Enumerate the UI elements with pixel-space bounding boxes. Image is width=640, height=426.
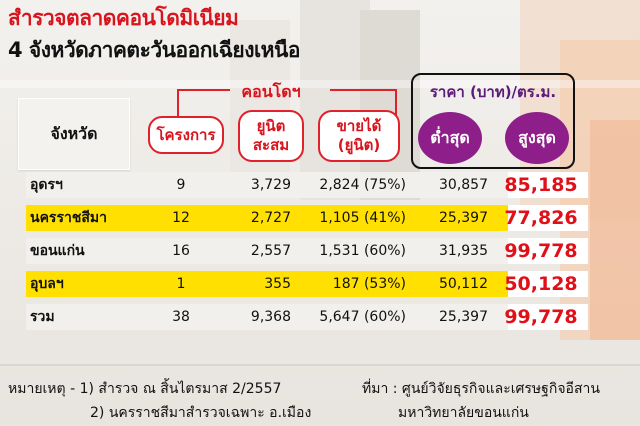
header-sold-units: ขายได้ (ยูนิต)	[318, 110, 400, 162]
header-price-group: ราคา (บาท)/ตร.ม.	[429, 83, 557, 101]
projects-cell: 1	[176, 276, 186, 292]
header-units-line1: ยูนิต	[256, 117, 286, 135]
units-cell: 3,729	[250, 177, 291, 193]
min-price-cell: 25,397	[439, 210, 488, 226]
header-max-price: สูงสุด	[505, 112, 569, 164]
header-sold-line2: (ยูนิต)	[337, 136, 381, 154]
units-cell: 355	[264, 276, 291, 292]
table-row: ขอนแก่น 16 2,557 1,531 (60%) 31,935 99,778	[26, 238, 588, 264]
table-row: นครราชสีมา 12 2,727 1,105 (41%) 25,397 77,826	[26, 205, 588, 231]
footnote-2: 2) นครราชสีมาสำรวจเฉพาะ อ.เมือง	[90, 405, 312, 421]
sold-cell: 2,824 (75%)	[319, 177, 406, 193]
max-price-cell: 50,128	[504, 273, 578, 295]
max-price-cell: 99,778	[504, 306, 578, 328]
units-cell: 2,727	[250, 210, 291, 226]
footnote-1: หมายเหตุ - 1) สำรวจ ณ สิ้นไตรมาส 2/2557	[8, 381, 282, 397]
header-min-price: ต่ำสุด	[418, 112, 482, 164]
source-line-2: มหาวิทยาลัยขอนแก่น	[398, 405, 529, 421]
sold-cell: 1,105 (41%)	[319, 210, 406, 226]
province-cell: อุดรฯ	[30, 177, 63, 193]
province-cell: นครราชสีมา	[30, 210, 107, 226]
max-price-cell: 99,778	[504, 240, 578, 262]
header-units-cumulative: ยูนิต สะสม	[238, 110, 304, 162]
min-price-cell: 25,397	[439, 309, 488, 325]
max-price-cell-bg	[508, 238, 588, 264]
min-price-cell: 50,112	[439, 276, 488, 292]
table-row: รวม 38 9,368 5,647 (60%) 25,397 99,778	[26, 304, 588, 330]
condo-bracket	[177, 89, 397, 118]
source-line-1: ที่มา : ศูนย์วิจัยธุรกิจและเศรษฐกิจอีสาน	[362, 381, 600, 397]
sold-cell: 187 (53%)	[332, 276, 406, 292]
price-group-box	[411, 73, 575, 169]
sold-cell: 1,531 (60%)	[319, 243, 406, 259]
header-projects: โครงการ	[148, 116, 224, 154]
max-price-cell-bg	[508, 271, 588, 297]
page-title: สำรวจตลาดคอนโดมิเนียม	[8, 6, 239, 30]
max-price-cell-bg	[508, 172, 588, 198]
projects-cell: 38	[172, 309, 190, 325]
header-province: จังหวัด	[18, 98, 130, 170]
header-projects-label: โครงการ	[156, 125, 216, 144]
province-cell: อุบลฯ	[30, 276, 64, 292]
max-price-cell: 77,826	[504, 207, 578, 229]
max-price-cell-bg	[508, 205, 588, 231]
page-subtitle: 4 จังหวัดภาคตะวันออกเฉียงเหนือ	[8, 38, 300, 62]
province-cell: รวม	[30, 309, 55, 325]
min-price-cell: 30,857	[439, 177, 488, 193]
max-price-cell-bg	[508, 304, 588, 330]
header-condo-group: คอนโดฯ	[241, 82, 301, 101]
min-price-cell: 31,935	[439, 243, 488, 259]
units-cell: 2,557	[250, 243, 291, 259]
projects-cell: 16	[172, 243, 190, 259]
table-row: อุบลฯ 1 355 187 (53%) 50,112 50,128	[26, 271, 588, 297]
projects-cell: 9	[176, 177, 186, 193]
projects-cell: 12	[172, 210, 190, 226]
header-units-line2: สะสม	[252, 136, 290, 154]
sold-cell: 5,647 (60%)	[319, 309, 406, 325]
units-cell: 9,368	[250, 309, 291, 325]
max-price-cell: 85,185	[504, 174, 578, 196]
province-cell: ขอนแก่น	[30, 243, 85, 259]
table-row: อุดรฯ 9 3,729 2,824 (75%) 30,857 85,185	[26, 172, 588, 198]
header-sold-line1: ขายได้	[336, 117, 382, 135]
